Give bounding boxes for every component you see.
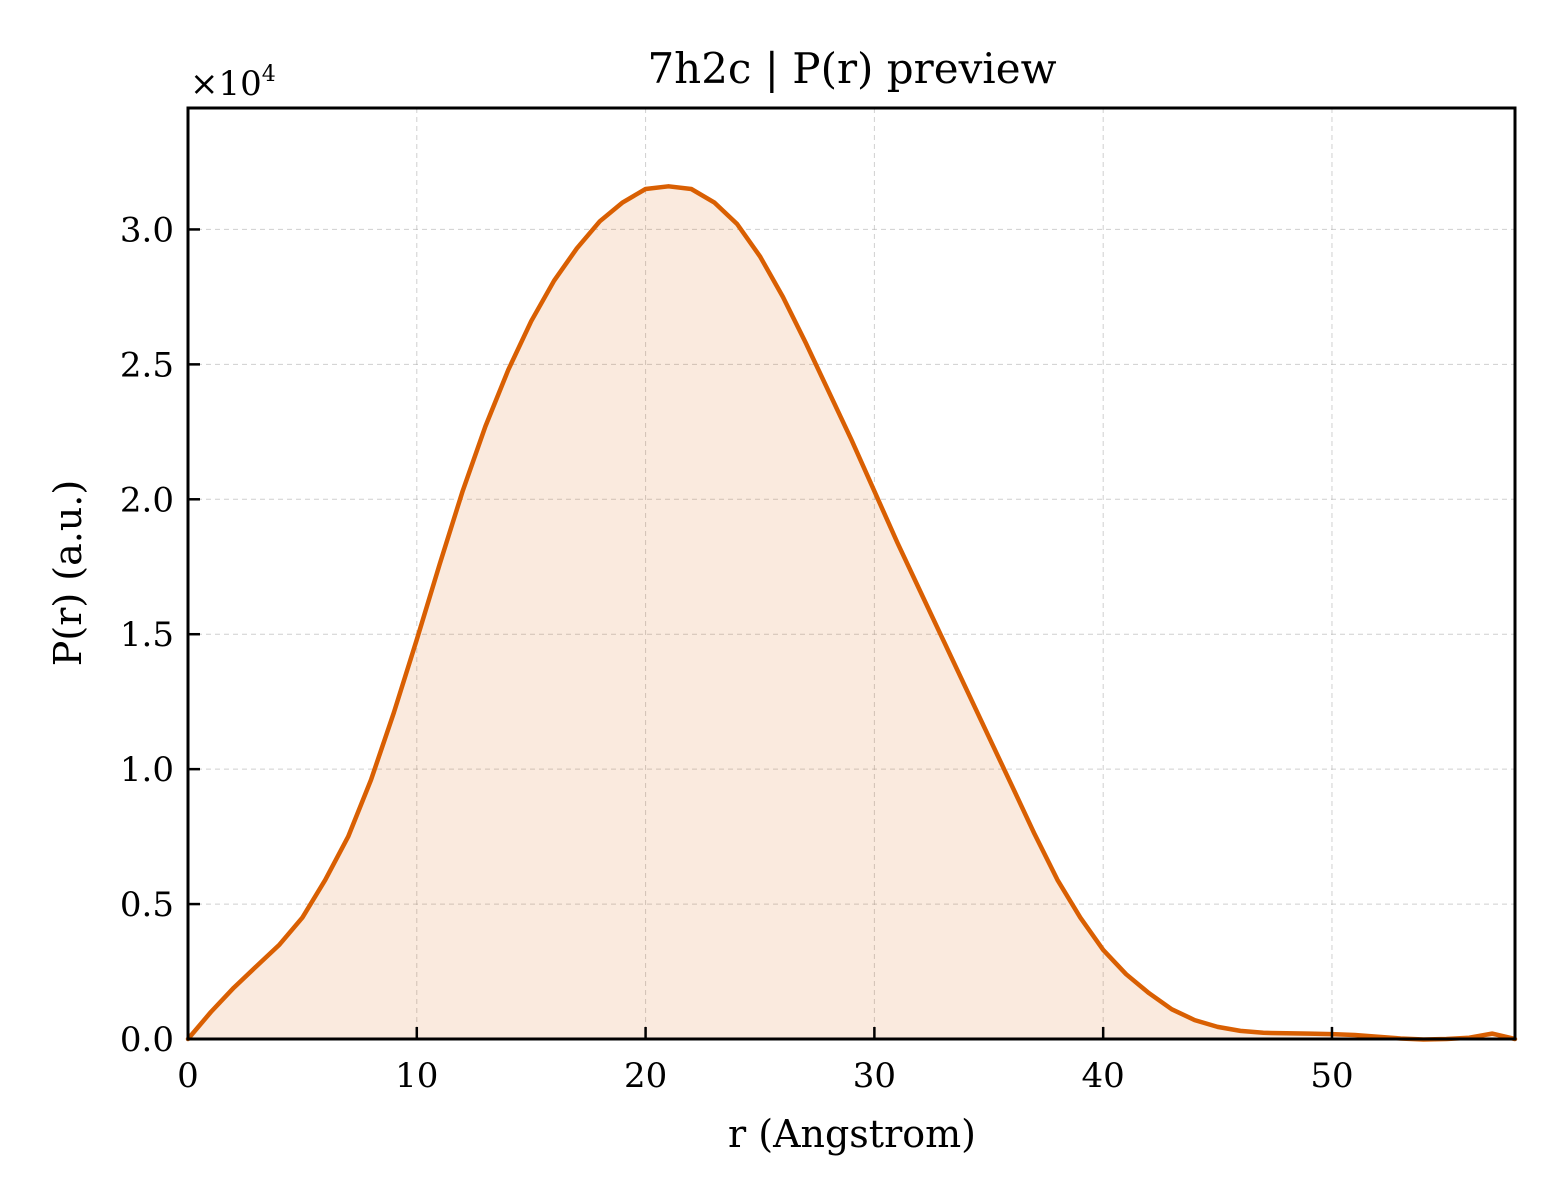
series-area-fill xyxy=(188,186,1515,1040)
y-axis-offset-exponent: 4 xyxy=(262,62,276,87)
grid-lines xyxy=(188,108,1515,1039)
y-tick-label: 2.0 xyxy=(120,480,174,520)
y-tick-label: 1.5 xyxy=(120,615,174,655)
x-tick-label: 40 xyxy=(1082,1056,1125,1096)
y-axis-label: P(r) (a.u.) xyxy=(46,480,90,666)
x-tick-label: 0 xyxy=(177,1056,199,1096)
y-tick-label: 0.5 xyxy=(120,885,174,925)
y-tick-label: 0.0 xyxy=(120,1020,174,1060)
chart-title: 7h2c | P(r) preview xyxy=(647,44,1056,93)
plot-frame xyxy=(186,106,1517,1041)
axis-ticks: 0 10 20 30 40 50 0.0 0.5 1.0 1.5 2.0 2.5 3.0 xyxy=(120,210,1354,1096)
y-tick-label: 1.0 xyxy=(120,750,174,790)
x-tick-label: 20 xyxy=(624,1056,667,1096)
x-axis-label: r (Angstrom) xyxy=(728,1112,976,1156)
plot-data xyxy=(185,184,1518,1042)
y-axis-offset-label: ×104 xyxy=(190,62,276,104)
y-tick-label: 3.0 xyxy=(120,210,174,250)
y-tick-label: 2.5 xyxy=(120,345,174,385)
x-tick-label: 10 xyxy=(395,1056,438,1096)
y-axis-offset-base: ×10 xyxy=(190,64,262,104)
x-tick-label: 50 xyxy=(1310,1056,1353,1096)
x-tick-label: 30 xyxy=(853,1056,896,1096)
series-line xyxy=(185,184,1518,1042)
